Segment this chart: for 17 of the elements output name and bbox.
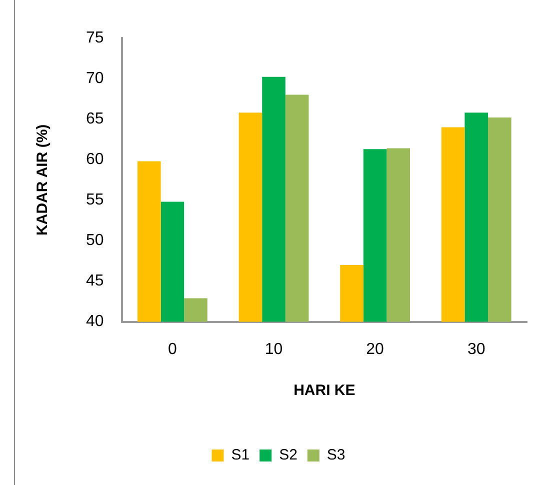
x-tick-label: 0 xyxy=(168,340,177,358)
y-tick-label: 65 xyxy=(86,110,104,128)
y-tick-label: 55 xyxy=(86,192,104,209)
x-tick-label: 20 xyxy=(366,340,384,358)
y-axis-title: KADAR AIR (%) xyxy=(34,124,52,236)
y-tick-label: 50 xyxy=(86,232,104,250)
y-tick-label: 70 xyxy=(86,70,104,87)
x-tick-label: 10 xyxy=(264,340,283,358)
legend-label: S2 xyxy=(279,446,298,464)
y-tick-label: 60 xyxy=(86,151,104,168)
y-tick-label: 40 xyxy=(86,313,104,330)
x-tick-label: 30 xyxy=(467,340,486,358)
y-tick-label: 75 xyxy=(86,29,104,46)
x-axis-title: HARI KE xyxy=(294,382,356,400)
y-tick-label: 45 xyxy=(86,272,104,290)
legend-label: S1 xyxy=(231,446,250,464)
legend-label: S3 xyxy=(326,446,346,464)
